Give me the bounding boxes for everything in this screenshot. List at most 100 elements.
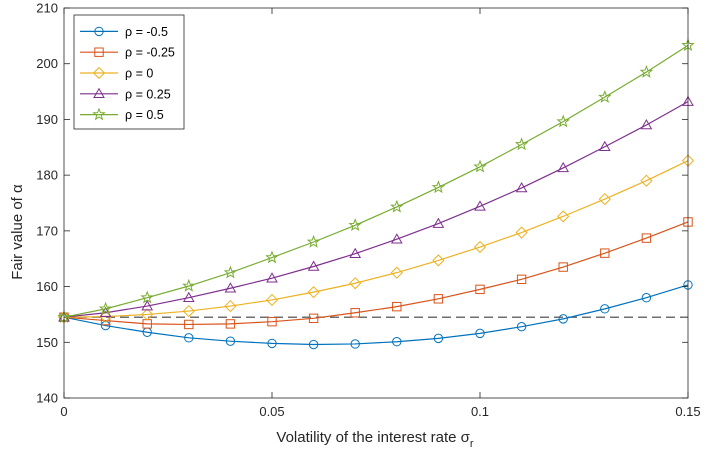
legend-label: ρ = 0.5 — [125, 108, 164, 122]
data-point — [140, 290, 154, 304]
data-point — [641, 293, 652, 303]
data-point — [473, 240, 487, 254]
legend-label: ρ = -0.5 — [125, 25, 168, 39]
data-point — [557, 161, 570, 173]
legend-marker — [92, 66, 106, 80]
series-1 — [59, 217, 693, 330]
legend-item: ρ = -0.25 — [80, 46, 175, 60]
data-point — [475, 284, 485, 295]
data-point — [308, 339, 319, 350]
data-point — [598, 140, 611, 151]
legend-label: ρ = 0 — [125, 67, 153, 81]
data-point — [392, 337, 402, 347]
x-tick-label: 0.15 — [675, 404, 700, 419]
axes: 0 0.05 0.1 0.15 140 150 160 170 180 190 200 210 — [36, 1, 700, 420]
data-point — [266, 272, 278, 283]
data-point — [348, 218, 362, 232]
x-axis-title-subscript: r — [470, 438, 474, 450]
data-point — [223, 265, 238, 279]
series-3 — [58, 95, 694, 322]
data-point — [225, 336, 236, 346]
data-point — [433, 294, 444, 304]
data-point — [98, 301, 113, 315]
data-point — [598, 192, 611, 206]
data-point — [182, 291, 195, 302]
y-axis-title: Fair value of α — [9, 184, 26, 280]
legend-marker — [94, 26, 104, 37]
y-tick-label: 150 — [36, 335, 58, 350]
y-tick-label: 170 — [36, 223, 58, 238]
legend-box — [73, 14, 185, 130]
data-point — [558, 314, 568, 324]
legend-marker — [93, 87, 105, 99]
y-tick-label: 180 — [36, 168, 58, 183]
data-point — [267, 316, 277, 327]
data-point — [267, 338, 277, 349]
legend-item: ρ = 0 — [80, 67, 153, 81]
data-point — [265, 250, 279, 264]
data-point — [432, 254, 445, 267]
data-point — [225, 319, 236, 329]
legend-label: ρ = -0.25 — [125, 46, 175, 60]
data-point — [184, 333, 194, 343]
legend-item: ρ = 0.5 — [80, 107, 164, 122]
x-axis-title: Volatility of the interest rate σr — [276, 429, 474, 450]
data-point — [515, 181, 528, 193]
data-point — [516, 274, 527, 285]
y-tick-label: 190 — [36, 112, 58, 127]
y-tick-label: 210 — [36, 1, 58, 16]
data-point — [515, 226, 528, 239]
data-point — [600, 248, 610, 258]
data-point — [474, 200, 486, 211]
data-point — [431, 180, 446, 194]
data-point — [598, 90, 612, 103]
data-point — [641, 233, 652, 243]
data-point — [640, 118, 653, 130]
x-tick-label: 0.05 — [259, 404, 284, 419]
data-point — [390, 199, 404, 213]
data-point — [349, 277, 362, 290]
data-point — [473, 159, 487, 173]
plot-area — [57, 38, 695, 350]
data-point — [307, 260, 320, 271]
data-point — [141, 300, 154, 311]
series-line — [63, 101, 689, 318]
data-point — [475, 328, 485, 339]
y-tick-label: 200 — [36, 56, 58, 71]
data-point — [224, 299, 237, 313]
data-point — [350, 308, 360, 318]
axes-box — [63, 7, 689, 399]
data-point — [308, 313, 319, 324]
series-line — [63, 284, 689, 346]
legend-item: ρ = 0.25 — [80, 87, 171, 101]
data-point — [182, 278, 196, 292]
data-point — [516, 321, 527, 332]
data-point — [558, 262, 568, 272]
data-point — [224, 282, 237, 293]
x-axis-title-main: Volatility of the interest rate σ — [276, 429, 470, 446]
series-line — [63, 221, 689, 326]
data-point — [557, 210, 570, 223]
data-point — [640, 174, 653, 187]
series-line — [63, 160, 689, 318]
data-point — [514, 137, 529, 151]
legend: ρ = -0.5 ρ = -0.25 ρ = 0 ρ = 0.25 ρ = 0.5 — [73, 14, 185, 130]
series-line — [63, 44, 689, 318]
legend-label: ρ = 0.25 — [125, 87, 171, 101]
y-tick-label: 160 — [36, 279, 58, 294]
data-point — [350, 339, 360, 349]
data-point — [306, 234, 321, 248]
data-point — [390, 233, 403, 244]
data-point — [141, 308, 154, 321]
data-point — [349, 247, 362, 258]
x-tick-label: 0.1 — [471, 404, 489, 419]
data-point — [392, 301, 402, 312]
data-point — [639, 64, 654, 78]
data-point — [433, 333, 444, 344]
data-point — [390, 266, 403, 279]
data-point — [556, 114, 570, 128]
data-point — [307, 286, 320, 299]
data-point — [182, 304, 195, 318]
